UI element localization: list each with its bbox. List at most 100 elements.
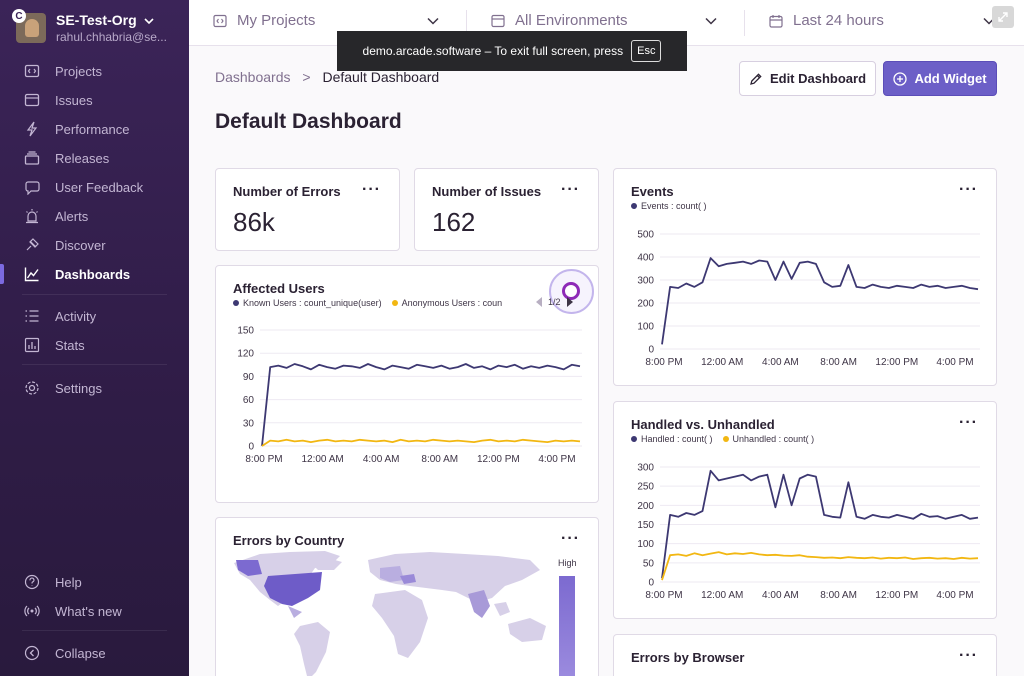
widget-menu-button[interactable]: ···: [959, 647, 978, 664]
project-filter[interactable]: My Projects: [213, 12, 315, 29]
org-switcher[interactable]: C SE-Test-Org rahul.chhabria@se...: [12, 9, 167, 44]
project-icon: [213, 14, 227, 28]
big-number-value: 86k: [233, 207, 275, 237]
chevron-down-icon[interactable]: [705, 17, 717, 25]
divider: [744, 10, 745, 36]
legend-label: Handled : count( ): [641, 434, 713, 444]
legend-item[interactable]: Events : count( ): [631, 201, 707, 211]
series-line-1[interactable]: [261, 438, 581, 447]
widget-menu-button[interactable]: ···: [561, 181, 580, 198]
sidebar-item-releases[interactable]: Releases: [0, 145, 189, 171]
sidebar-item-activity[interactable]: Activity: [0, 303, 189, 329]
breadcrumb: Dashboards > Default Dashboard: [215, 69, 439, 85]
x-tick-label: 12:00 PM: [477, 454, 520, 465]
series-line-0[interactable]: [661, 469, 979, 579]
sidebar-item-label: Issues: [55, 92, 93, 108]
legend-page-indicator: 1/2: [548, 297, 561, 307]
tour-hotspot-dot[interactable]: [562, 282, 580, 300]
chart-legend: Known Users : count_unique(user) Anonymo…: [233, 298, 512, 308]
legend-label: Known Users : count_unique(user): [243, 298, 382, 308]
legend-item[interactable]: Handled : count( ): [631, 434, 713, 444]
legend-item[interactable]: Anonymous Users : coun: [391, 298, 502, 308]
widget-menu-button[interactable]: ···: [362, 181, 381, 198]
y-tick-label: 150: [237, 326, 254, 337]
sidebar-item-label: Help: [55, 574, 82, 590]
sidebar-item-dashboards[interactable]: Dashboards: [0, 261, 189, 287]
org-name: SE-Test-Org: [56, 12, 137, 28]
sidebar-item-label: Performance: [55, 121, 130, 137]
series-line-1[interactable]: [661, 551, 979, 581]
widget-menu-button[interactable]: ···: [561, 530, 580, 547]
help-icon: [24, 574, 40, 590]
x-tick-label: 8:00 PM: [645, 357, 682, 368]
legend-item[interactable]: Unhandled : count( ): [722, 434, 814, 444]
map-scale-label: High: [558, 558, 577, 568]
big-number-value: 162: [432, 207, 476, 237]
x-tick-label: 4:00 AM: [762, 357, 799, 368]
activity-icon: [24, 308, 40, 324]
widget-number-of-errors: Number of Errors ··· 86k: [215, 168, 400, 251]
sidebar-item-user-feedback[interactable]: User Feedback: [0, 174, 189, 200]
collapse-icon: [24, 645, 40, 661]
legend-item[interactable]: Known Users : count_unique(user): [233, 298, 382, 308]
world-map[interactable]: [230, 546, 560, 676]
sidebar-item-issues[interactable]: Issues: [0, 87, 189, 113]
fullscreen-button[interactable]: [992, 6, 1014, 28]
sidebar-item-discover[interactable]: Discover: [0, 232, 189, 258]
environment-icon: [491, 14, 505, 28]
y-tick-label: 100: [637, 539, 654, 550]
environment-filter[interactable]: All Environments: [491, 12, 628, 29]
sidebar-item-label: What's new: [55, 603, 122, 619]
y-tick-label: 200: [637, 501, 654, 512]
sidebar-collapse-button[interactable]: Collapse: [0, 640, 189, 666]
sidebar-item-help[interactable]: Help: [0, 569, 189, 595]
y-tick-label: 0: [648, 578, 654, 589]
sidebar-item-performance[interactable]: Performance: [0, 116, 189, 142]
sidebar-divider: [22, 364, 167, 365]
toast-text: demo.arcade.software – To exit full scre…: [362, 44, 624, 58]
affected-users-chart: 0 30 60 90 120 150 8:00 PM 12:00 AM 4:00 AM 8:00 …: [237, 326, 582, 465]
chevron-down-icon[interactable]: [427, 17, 439, 25]
sidebar-item-stats[interactable]: Stats: [0, 332, 189, 358]
breadcrumb-separator: >: [302, 69, 311, 85]
sidebar-item-label: Activity: [55, 308, 97, 324]
sidebar-item-alerts[interactable]: Alerts: [0, 203, 189, 229]
edit-dashboard-button[interactable]: Edit Dashboard: [739, 61, 876, 96]
chevron-left-icon[interactable]: [535, 297, 543, 307]
x-tick-label: 4:00 AM: [363, 454, 400, 465]
widget-menu-button[interactable]: ···: [959, 414, 978, 431]
add-widget-label: Add Widget: [914, 71, 987, 86]
series-line-0[interactable]: [261, 363, 581, 447]
edit-dashboard-label: Edit Dashboard: [769, 71, 867, 86]
y-tick-label: 0: [648, 345, 654, 356]
widget-title: Errors by Country: [233, 533, 345, 548]
widget-title: Errors by Browser: [631, 650, 745, 665]
breadcrumb-dashboards-link[interactable]: Dashboards: [215, 69, 291, 85]
widget-title: Affected Users: [233, 281, 325, 296]
sidebar-item-settings[interactable]: Settings: [0, 375, 189, 401]
sidebar-item-label: Releases: [55, 150, 110, 166]
org-badge-icon: C: [12, 9, 26, 23]
y-tick-label: 100: [637, 322, 654, 333]
alerts-icon: [24, 208, 40, 224]
time-period-filter[interactable]: Last 24 hours: [769, 12, 884, 29]
widget-title: Handled vs. Unhandled: [631, 417, 775, 432]
y-tick-label: 30: [243, 418, 255, 429]
avatar: [16, 13, 46, 43]
widget-title: Number of Errors: [233, 184, 341, 199]
widget-menu-button[interactable]: ···: [959, 181, 978, 198]
widget-number-of-issues: Number of Issues ··· 162: [414, 168, 599, 251]
x-tick-label: 12:00 AM: [301, 454, 343, 465]
x-tick-label: 12:00 PM: [875, 357, 918, 368]
discover-icon: [24, 237, 40, 253]
sidebar-item-projects[interactable]: Projects: [0, 58, 189, 84]
projects-icon: [24, 63, 40, 79]
sidebar-item-whats-new[interactable]: What's new: [0, 598, 189, 624]
breadcrumb-current: Default Dashboard: [322, 69, 440, 85]
chevron-right-icon[interactable]: [566, 297, 574, 307]
add-widget-button[interactable]: Add Widget: [883, 61, 997, 96]
chevron-down-icon: [143, 18, 154, 25]
sidebar-item-label: Settings: [55, 380, 102, 396]
y-tick-label: 120: [237, 349, 254, 360]
series-line-0[interactable]: [661, 257, 979, 345]
